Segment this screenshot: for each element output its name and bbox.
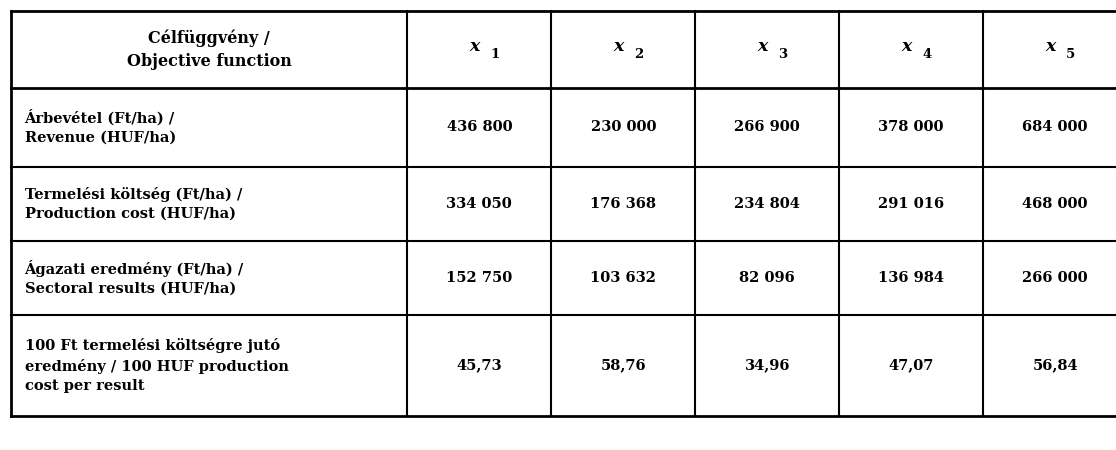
Text: 136 984: 136 984 (878, 271, 944, 285)
Text: 58,76: 58,76 (600, 359, 646, 373)
Text: Árbevétel (Ft/ha) /
Revenue (HUF/ha): Árbevétel (Ft/ha) / Revenue (HUF/ha) (25, 109, 176, 145)
Text: 234 804: 234 804 (734, 197, 800, 211)
Text: 176 368: 176 368 (590, 197, 656, 211)
Text: Ágazati eredmény (Ft/ha) /
Sectoral results (HUF/ha): Ágazati eredmény (Ft/ha) / Sectoral resu… (25, 260, 243, 296)
Text: 291 016: 291 016 (878, 197, 944, 211)
Text: 5: 5 (1066, 48, 1076, 61)
Text: 47,07: 47,07 (888, 359, 934, 373)
Text: Termelési költség (Ft/ha) /
Production cost (HUF/ha): Termelési költség (Ft/ha) / Production c… (25, 187, 242, 220)
Text: x: x (1046, 38, 1056, 55)
Text: x: x (470, 38, 480, 55)
Text: x: x (614, 38, 624, 55)
Text: 103 632: 103 632 (590, 271, 656, 285)
Text: 56,84: 56,84 (1032, 359, 1078, 373)
Text: x: x (758, 38, 768, 55)
Text: 468 000: 468 000 (1022, 197, 1088, 211)
Text: 45,73: 45,73 (456, 359, 502, 373)
Text: 230 000: 230 000 (590, 120, 656, 134)
Text: 334 050: 334 050 (446, 197, 512, 211)
Text: Célfüggvény /
Objective function: Célfüggvény / Objective function (127, 29, 291, 70)
Text: 3: 3 (778, 48, 788, 61)
Text: 266 900: 266 900 (734, 120, 800, 134)
Text: 266 000: 266 000 (1022, 271, 1088, 285)
Text: 34,96: 34,96 (744, 359, 790, 373)
Text: 4: 4 (922, 48, 932, 61)
Text: 152 750: 152 750 (446, 271, 512, 285)
Text: 378 000: 378 000 (878, 120, 944, 134)
Text: 684 000: 684 000 (1022, 120, 1088, 134)
Text: 2: 2 (634, 48, 644, 61)
Text: 1: 1 (490, 48, 500, 61)
Text: 82 096: 82 096 (740, 271, 795, 285)
Text: x: x (902, 38, 912, 55)
Text: 100 Ft termelési költségre jutó
eredmény / 100 HUF production
cost per result: 100 Ft termelési költségre jutó eredmény… (25, 338, 288, 393)
Text: 436 800: 436 800 (446, 120, 512, 134)
